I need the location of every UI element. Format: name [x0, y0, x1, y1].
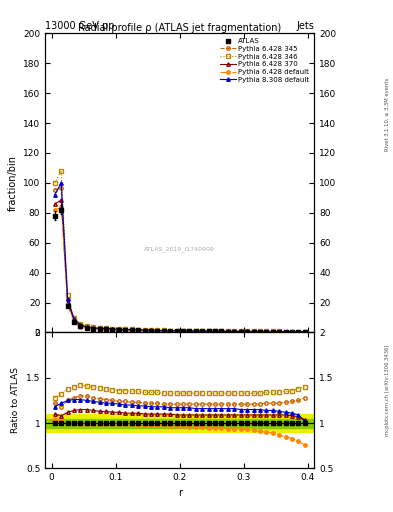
Title: Radial profile ρ (ATLAS jet fragmentation): Radial profile ρ (ATLAS jet fragmentatio… — [78, 23, 281, 32]
X-axis label: r: r — [178, 488, 182, 498]
Text: Jets: Jets — [297, 20, 314, 31]
Bar — [45, 414, 314, 432]
Text: 13000 GeV pp: 13000 GeV pp — [45, 20, 115, 31]
Y-axis label: Ratio to ATLAS: Ratio to ATLAS — [11, 368, 20, 434]
Y-axis label: fraction/bin: fraction/bin — [7, 155, 18, 211]
Text: mcplots.cern.ch [arXiv:1306.3436]: mcplots.cern.ch [arXiv:1306.3436] — [385, 345, 389, 436]
Bar — [45, 419, 314, 428]
Text: ATLAS_2019_I1740909: ATLAS_2019_I1740909 — [144, 246, 215, 251]
Legend: ATLAS, Pythia 6.428 345, Pythia 6.428 346, Pythia 6.428 370, Pythia 6.428 defaul: ATLAS, Pythia 6.428 345, Pythia 6.428 34… — [219, 37, 311, 84]
Text: Rivet 3.1.10, ≥ 3.3M events: Rivet 3.1.10, ≥ 3.3M events — [385, 78, 389, 151]
